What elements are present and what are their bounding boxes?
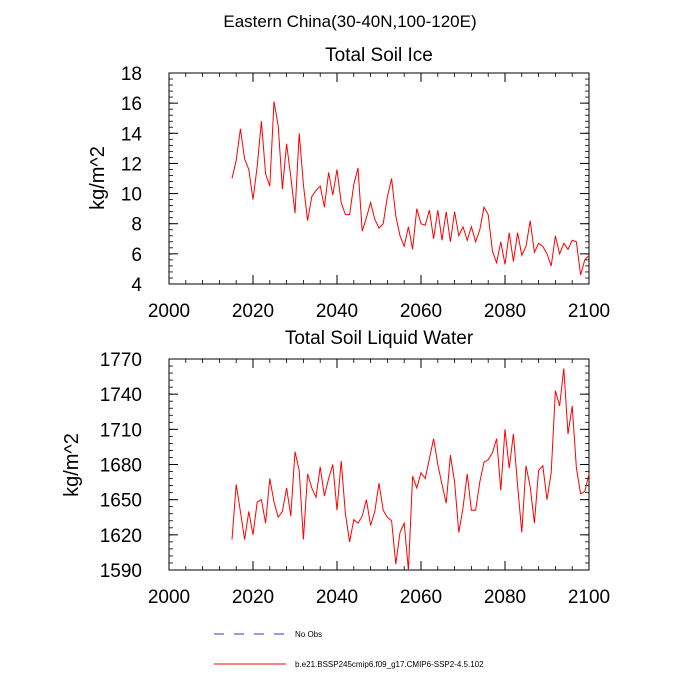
soil-liquid-y-tick-label: 1740 (100, 385, 142, 406)
soil-ice-x-tick-label: 2100 (568, 301, 610, 322)
soil-liquid-x-tick-label: 2020 (232, 587, 274, 608)
soil-ice-y-tick-label: 18 (121, 64, 142, 85)
soil-ice-y-tick-label: 8 (131, 215, 142, 236)
soil-liquid-ylabel: kg/m^2 (61, 433, 83, 497)
soil-ice-axes (168, 72, 590, 285)
soil-ice-x-tick-label: 2080 (484, 301, 526, 322)
legend-obs-label: No Obs (295, 630, 322, 639)
soil-liquid-series-line (231, 368, 590, 571)
soil-liquid-x-tick-label: 2100 (568, 587, 610, 608)
legend: No Obs b.e21.BSSP245cmip6.f09_g17.CMIP6-… (214, 630, 484, 669)
soil-liquid-panel: Total Soil Liquid Water kg/m^2 2000 2020 2… (61, 328, 610, 608)
soil-ice-x-tick-label: 2020 (232, 301, 274, 322)
soil-liquid-tick-labels: 2000 2020 2040 2060 2080 2100 1590 1620 1650 1680… (100, 350, 610, 608)
soil-ice-x-tick-label: 2000 (148, 301, 190, 322)
soil-liquid-y-tick-label: 1590 (100, 561, 142, 582)
soil-liquid-axes (168, 358, 590, 571)
soil-liquid-y-tick-label: 1620 (100, 526, 142, 547)
soil-ice-series-line (231, 101, 590, 276)
soil-liquid-title: Total Soil Liquid Water (285, 328, 474, 349)
soil-ice-y-tick-label: 4 (131, 275, 142, 296)
soil-liquid-series (231, 368, 590, 571)
soil-ice-y-tick-label: 12 (121, 154, 142, 175)
soil-liquid-x-tick-label: 2040 (316, 587, 358, 608)
soil-ice-tick-labels: 2000 2020 2040 2060 2080 2100 4 6 8 10 12 14 16 18 (121, 64, 610, 322)
soil-ice-x-tick-label: 2060 (400, 301, 442, 322)
soil-liquid-x-tick-label: 2060 (400, 587, 442, 608)
soil-liquid-y-tick-label: 1650 (100, 491, 142, 512)
soil-ice-frame (168, 72, 590, 285)
soil-ice-series (231, 101, 590, 276)
soil-ice-ylabel: kg/m^2 (87, 146, 109, 210)
soil-liquid-y-tick-label: 1710 (100, 420, 142, 441)
soil-ice-y-tick-label: 16 (121, 94, 142, 115)
soil-ice-y-tick-label: 6 (131, 245, 142, 266)
soil-ice-x-tick-label: 2040 (316, 301, 358, 322)
main-title: Eastern China(30-40N,100-120E) (223, 12, 476, 31)
soil-ice-y-tick-label: 14 (121, 124, 143, 145)
soil-ice-y-tick-label: 10 (121, 185, 142, 206)
soil-liquid-y-tick-label: 1680 (100, 456, 142, 477)
soil-ice-title: Total Soil Ice (325, 45, 433, 66)
soil-liquid-y-tick-label: 1770 (100, 350, 142, 371)
soil-liquid-x-tick-label: 2080 (484, 587, 526, 608)
soil-liquid-x-tick-label: 2000 (148, 587, 190, 608)
soil-ice-panel: Total Soil Ice kg/m^2 2000 2020 2040 2060 20… (87, 45, 610, 322)
legend-model-label: b.e21.BSSP245cmip6.f09_g17.CMIP6-SSP2-4.… (295, 660, 484, 669)
